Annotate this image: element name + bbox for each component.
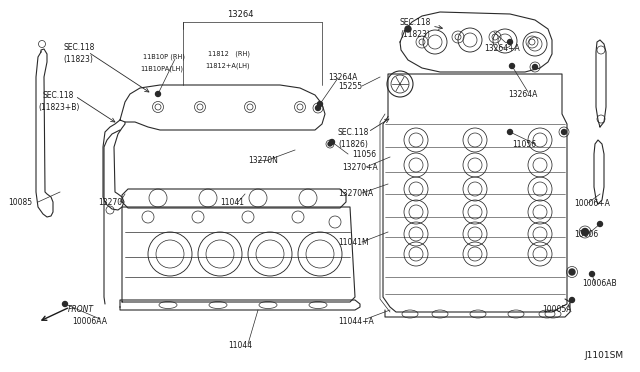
Text: 13264: 13264 xyxy=(227,10,253,19)
Circle shape xyxy=(63,301,67,307)
Circle shape xyxy=(589,272,595,276)
Text: (11823): (11823) xyxy=(400,29,430,38)
Circle shape xyxy=(508,39,513,45)
Text: 15255: 15255 xyxy=(338,81,362,90)
Circle shape xyxy=(561,129,566,135)
Text: 11056: 11056 xyxy=(352,150,376,158)
Text: 13264A: 13264A xyxy=(508,90,538,99)
Text: 11044: 11044 xyxy=(228,341,252,350)
Text: 10006: 10006 xyxy=(574,230,598,238)
Text: SEC.118: SEC.118 xyxy=(400,17,431,26)
Text: 13270+A: 13270+A xyxy=(342,163,378,171)
Circle shape xyxy=(328,142,332,146)
Circle shape xyxy=(598,221,602,227)
Text: 13264+A: 13264+A xyxy=(484,44,520,52)
Text: (11826): (11826) xyxy=(338,140,368,148)
Text: SEC.118: SEC.118 xyxy=(63,42,94,51)
Text: 11056: 11056 xyxy=(512,140,536,148)
Text: (11823+B): (11823+B) xyxy=(38,103,79,112)
Text: 13270NA: 13270NA xyxy=(338,189,373,198)
Text: 10085: 10085 xyxy=(8,198,32,206)
Circle shape xyxy=(532,64,538,70)
Circle shape xyxy=(317,102,323,106)
Text: SEC.118: SEC.118 xyxy=(42,90,74,99)
Circle shape xyxy=(405,26,411,32)
Text: 11812   (RH): 11812 (RH) xyxy=(208,51,250,57)
Circle shape xyxy=(156,92,161,96)
Circle shape xyxy=(330,140,335,144)
Text: 10006AB: 10006AB xyxy=(582,279,616,289)
Text: FRONT: FRONT xyxy=(68,305,94,314)
Text: 11812+A(LH): 11812+A(LH) xyxy=(205,63,250,69)
Text: 11044+A: 11044+A xyxy=(338,317,374,327)
Text: 13270: 13270 xyxy=(98,198,122,206)
Circle shape xyxy=(508,129,513,135)
Text: 10006+A: 10006+A xyxy=(574,199,610,208)
Circle shape xyxy=(582,228,589,235)
Text: 11041: 11041 xyxy=(220,198,244,206)
Text: 13270N: 13270N xyxy=(248,155,278,164)
Circle shape xyxy=(570,298,575,302)
Circle shape xyxy=(569,269,575,275)
Text: 11B10PA(LH): 11B10PA(LH) xyxy=(140,66,183,72)
Text: SEC.118: SEC.118 xyxy=(338,128,369,137)
Text: 13264A: 13264A xyxy=(328,73,357,81)
Text: (11823): (11823) xyxy=(63,55,93,64)
Text: 11B10P (RH): 11B10P (RH) xyxy=(143,54,185,60)
Circle shape xyxy=(316,106,321,110)
Text: 11041M: 11041M xyxy=(338,237,369,247)
Text: 10005A: 10005A xyxy=(542,305,572,314)
Text: 10006AA: 10006AA xyxy=(72,317,107,327)
Circle shape xyxy=(509,64,515,68)
Text: J1101SM: J1101SM xyxy=(584,352,623,360)
